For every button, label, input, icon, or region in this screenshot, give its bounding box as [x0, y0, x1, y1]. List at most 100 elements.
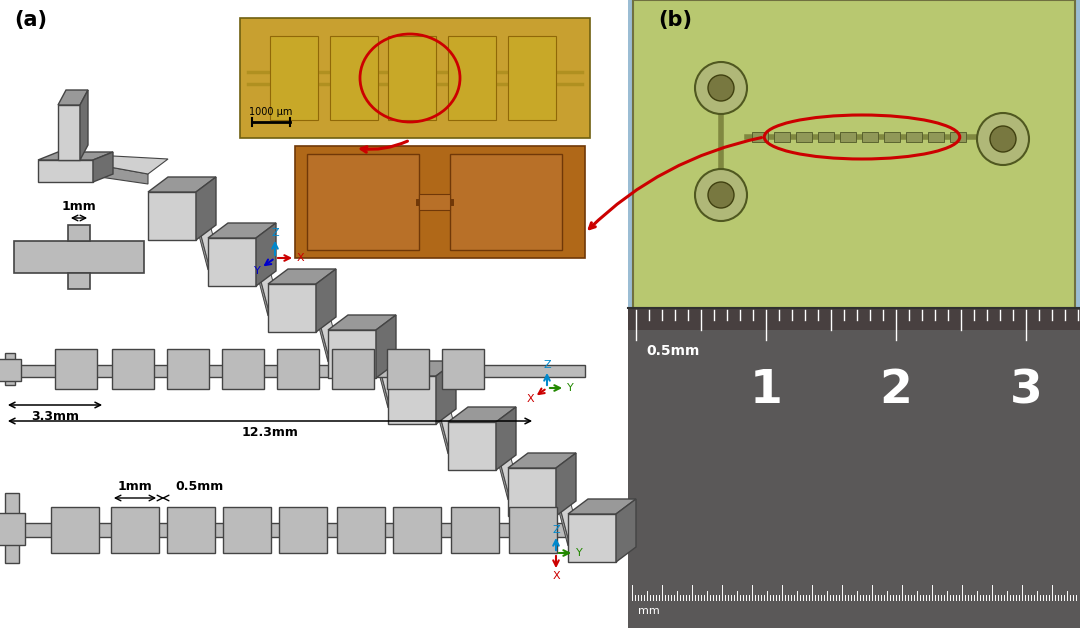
Polygon shape	[568, 499, 636, 514]
Bar	[55, 349, 97, 389]
Bar	[330, 36, 378, 120]
Circle shape	[990, 126, 1016, 152]
Polygon shape	[316, 301, 338, 354]
Bar	[208, 238, 256, 286]
Text: 0.5mm: 0.5mm	[175, 480, 224, 493]
Bar	[276, 349, 319, 389]
Bar	[509, 507, 557, 553]
Bar	[633, 0, 1075, 308]
Text: 3: 3	[1010, 368, 1042, 413]
Bar	[222, 507, 271, 553]
Bar	[5, 493, 19, 563]
Polygon shape	[436, 393, 458, 446]
Bar	[68, 225, 90, 241]
Polygon shape	[436, 400, 448, 454]
Text: 1: 1	[750, 368, 782, 413]
Polygon shape	[388, 361, 456, 376]
Bar	[774, 132, 789, 142]
Bar	[448, 36, 496, 120]
Bar	[19, 523, 575, 537]
Bar	[419, 194, 450, 210]
Bar	[508, 36, 556, 120]
Text: Y: Y	[567, 383, 573, 393]
Polygon shape	[616, 499, 636, 562]
Bar	[950, 132, 966, 142]
Polygon shape	[208, 223, 276, 238]
Text: Z: Z	[271, 228, 279, 238]
Bar	[0, 359, 21, 381]
Bar	[58, 105, 80, 160]
Polygon shape	[195, 177, 216, 240]
Bar	[388, 376, 436, 424]
Text: 1mm: 1mm	[118, 480, 152, 493]
Bar	[307, 154, 419, 250]
Text: 12.3mm: 12.3mm	[242, 426, 298, 439]
Bar	[508, 468, 556, 516]
Polygon shape	[256, 223, 276, 286]
Polygon shape	[256, 255, 278, 308]
Polygon shape	[93, 156, 168, 174]
Bar	[14, 241, 144, 273]
Polygon shape	[556, 485, 578, 538]
Bar	[111, 507, 159, 553]
Bar	[818, 132, 834, 142]
Bar	[295, 146, 585, 258]
Circle shape	[696, 62, 747, 114]
Text: Y: Y	[576, 548, 582, 558]
Text: X: X	[296, 253, 303, 263]
Text: (b): (b)	[658, 10, 692, 30]
Text: 2: 2	[879, 368, 913, 413]
Text: X: X	[527, 394, 535, 404]
Bar	[38, 160, 93, 182]
Bar	[240, 18, 590, 138]
Bar	[0, 513, 25, 545]
Bar	[332, 349, 374, 389]
Bar	[840, 132, 856, 142]
Polygon shape	[38, 152, 113, 160]
Bar	[5, 353, 15, 385]
Bar	[388, 36, 436, 120]
Text: 3.3mm: 3.3mm	[31, 410, 79, 423]
Bar	[167, 507, 215, 553]
Bar	[51, 507, 99, 553]
Bar	[268, 284, 316, 332]
Polygon shape	[93, 164, 148, 184]
Polygon shape	[316, 308, 328, 362]
Text: 1000 μm: 1000 μm	[249, 107, 293, 117]
Bar	[112, 349, 154, 389]
Text: X: X	[552, 571, 559, 581]
Bar	[270, 36, 318, 120]
Circle shape	[708, 75, 734, 101]
Text: 0.5mm: 0.5mm	[646, 344, 700, 358]
Bar	[448, 422, 496, 470]
Bar	[796, 132, 812, 142]
Polygon shape	[496, 407, 516, 470]
Circle shape	[977, 113, 1029, 165]
Bar	[450, 154, 562, 250]
Bar	[627, 0, 1080, 628]
Polygon shape	[376, 354, 388, 408]
Polygon shape	[93, 152, 113, 182]
Polygon shape	[316, 269, 336, 332]
Polygon shape	[556, 492, 568, 546]
Bar	[906, 132, 922, 142]
Polygon shape	[376, 347, 399, 400]
Text: Z: Z	[543, 360, 551, 370]
Bar	[167, 349, 210, 389]
Bar	[148, 192, 195, 240]
Polygon shape	[268, 269, 336, 284]
Bar	[627, 308, 1080, 628]
Bar	[387, 349, 429, 389]
Text: mm: mm	[638, 606, 660, 616]
Circle shape	[696, 169, 747, 221]
Bar	[451, 507, 499, 553]
Bar	[68, 273, 90, 289]
Bar	[337, 507, 384, 553]
Polygon shape	[508, 453, 576, 468]
Polygon shape	[436, 361, 456, 424]
Bar	[222, 349, 264, 389]
Bar	[568, 514, 616, 562]
Polygon shape	[58, 90, 87, 105]
Polygon shape	[376, 315, 396, 378]
Polygon shape	[496, 446, 508, 500]
